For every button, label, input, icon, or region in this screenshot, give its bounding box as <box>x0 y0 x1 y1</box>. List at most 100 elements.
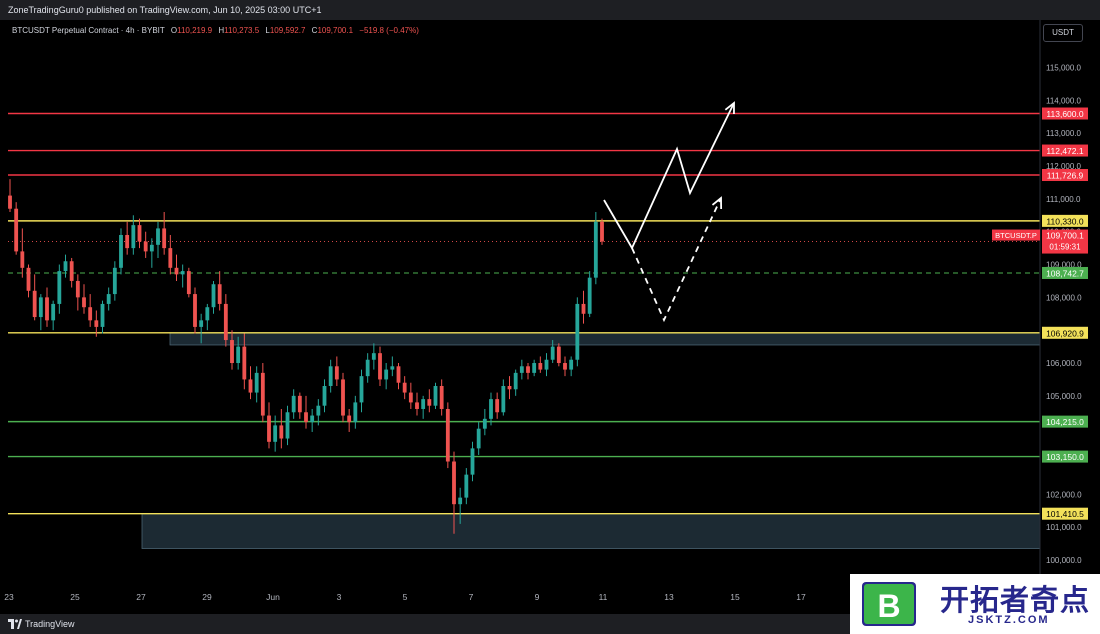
candle-body <box>186 271 191 295</box>
zones-layer <box>141 332 1041 549</box>
candle-body <box>162 228 167 249</box>
x-tick-label: 7 <box>469 592 474 602</box>
high-label: H <box>218 26 225 35</box>
level-price-tag <box>1042 169 1088 182</box>
candle-body <box>131 225 136 249</box>
candle-body <box>180 271 185 275</box>
y-tick-label: 114,000.0 <box>1046 96 1082 105</box>
candle-body <box>322 386 327 406</box>
price-chart[interactable]: 115,000.0114,000.0113,000.0112,000.0111,… <box>0 20 1100 614</box>
symbol-tag <box>992 229 1040 241</box>
arrow-head <box>711 196 723 210</box>
candle-body <box>273 425 278 442</box>
candle-body <box>205 307 210 321</box>
symbol-tag-label: BTCUSDT.P <box>995 231 1037 240</box>
low-value: 109,592.7 <box>269 26 306 35</box>
candle-body <box>445 408 450 462</box>
candle-body <box>38 297 43 318</box>
chart-area[interactable]: 115,000.0 114,000.0 113,000.0 112,000.0 111,… <box>0 20 1100 614</box>
level-labels-layer: 113,600.0 112,472.1 111,726.9 110,330.0 108,… <box>992 107 1088 520</box>
main-projection-path <box>603 102 735 250</box>
candle-body <box>563 363 567 370</box>
candle-body <box>464 474 469 498</box>
candle-body <box>532 363 537 373</box>
y-tick-label: 100,000.0 <box>1046 556 1082 565</box>
candle-body <box>476 428 481 449</box>
candle-body <box>137 225 142 242</box>
candle-body <box>112 267 117 295</box>
change-value: −519.8 (−0.47%) <box>359 26 419 35</box>
candle-body <box>347 415 352 423</box>
tradingview-logo-icon[interactable] <box>8 619 22 629</box>
candle-body <box>143 241 148 252</box>
candle-body <box>119 234 123 268</box>
candle-body <box>458 497 463 505</box>
level-price-label: 103,150.0 <box>1046 452 1084 462</box>
candle-body <box>359 376 364 403</box>
alternate-projection-path <box>631 197 722 323</box>
level-price-label: 112,472.1 <box>1046 146 1083 156</box>
y-tick-label: 108,000.0 <box>1046 293 1082 302</box>
watermark: B 开拓者奇点 JSKTZ.COM <box>850 574 1100 634</box>
level-price-label: 111,726.9 <box>1047 171 1084 181</box>
candle-body <box>8 195 12 209</box>
candle-body <box>82 297 86 308</box>
candle-body <box>353 402 358 423</box>
candle-body <box>526 366 530 373</box>
symbol-legend: BTCUSDT Perpetual Contract · 4h · BYBIT … <box>12 26 419 35</box>
candle-body <box>51 303 56 321</box>
open-value: 110,219.9 <box>177 26 213 35</box>
candle-body <box>384 369 389 380</box>
candle-body <box>267 415 271 442</box>
arrow-head <box>724 101 735 115</box>
publisher-text: ZoneTradingGuru0 published on TradingVie… <box>8 5 322 15</box>
candle-body <box>439 386 444 409</box>
candle-body <box>519 366 524 373</box>
candle-body <box>193 294 197 327</box>
y-tick-label: 115,000.0 <box>1046 64 1082 73</box>
level-price-tag <box>1042 326 1088 339</box>
candle-body <box>415 402 419 409</box>
candle-body <box>408 392 413 403</box>
level-price-tag <box>1042 450 1088 463</box>
candle-body <box>390 366 395 370</box>
candle-body <box>242 346 247 380</box>
y-tick-label: 102,000.0 <box>1046 490 1082 499</box>
footer-bar: TradingView <box>0 614 1100 634</box>
candle-body <box>452 461 456 505</box>
candle-body <box>168 248 173 268</box>
candle-body <box>149 244 154 252</box>
currency-button[interactable]: USDT <box>1043 24 1083 42</box>
x-axis-ticks: 23 25 27 29 Jun 3 5 7 9 11 13 15 17 <box>4 592 806 602</box>
candle-body <box>69 261 74 281</box>
x-tick-label: 11 <box>599 592 608 602</box>
candle-body <box>45 297 49 321</box>
candle-body <box>236 346 241 364</box>
candle-body <box>575 303 580 360</box>
footer-brand[interactable]: TradingView <box>25 619 75 629</box>
level-price-label: 110,330.0 <box>1046 216 1083 226</box>
candle-body <box>501 386 506 413</box>
x-tick-label: 23 <box>4 592 14 602</box>
candle-body <box>279 425 284 439</box>
candle-body <box>57 271 62 304</box>
x-tick-label: 5 <box>403 592 408 602</box>
candle-body <box>63 261 68 272</box>
candle-body <box>125 234 130 249</box>
close-value: 109,700.1 <box>317 26 354 35</box>
candle-body <box>14 208 19 252</box>
level-price-tag <box>1042 107 1088 120</box>
candle-body <box>365 359 370 377</box>
candle-body <box>248 379 253 393</box>
candle-body <box>593 221 598 278</box>
y-tick-label: 112,000.0 <box>1046 162 1082 171</box>
x-tick-label: 13 <box>664 592 674 602</box>
candle-body <box>260 372 265 416</box>
watermark-title: 开拓者奇点 <box>940 583 1091 617</box>
level-price-tag <box>1042 144 1088 157</box>
level-price-label: 104,215.0 <box>1046 417 1084 427</box>
candle-body <box>550 346 555 360</box>
candle-body <box>433 386 438 406</box>
countdown-label: 01:59:31 <box>1049 243 1081 252</box>
close-label: C <box>311 26 318 35</box>
